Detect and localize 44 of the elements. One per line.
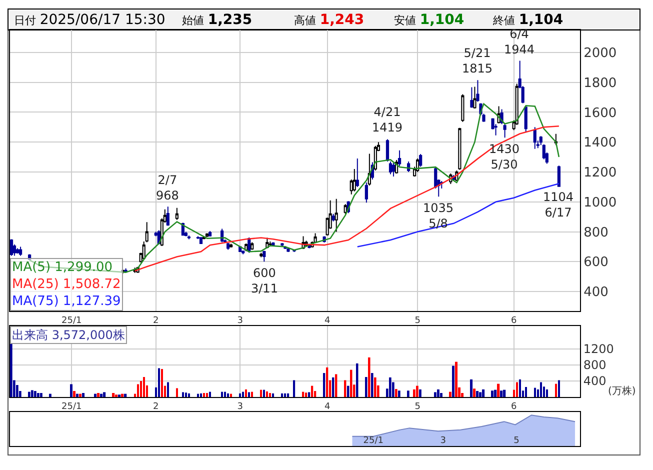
x-tick-label: 3 (237, 402, 243, 412)
text: 終値 1,104 (492, 12, 564, 28)
x-tick-label: 5 (414, 402, 420, 412)
y-tick-label: 1000 (584, 195, 617, 210)
x-tick-label: 6 (510, 402, 517, 412)
annotation: 600 3/11 (251, 266, 278, 296)
y-tick-label: 1600 (584, 106, 617, 121)
y-tick-label: 1400 (584, 136, 617, 151)
annotation: 出来高 3,572,000株 (12, 328, 125, 342)
x-tick-label: 25/1 (62, 316, 82, 326)
y-tick-label: 1200 (584, 166, 617, 181)
x-tick-label: 25/1 (363, 436, 384, 446)
y-axis-title: (万株) (608, 385, 636, 397)
series-label: MA(25) 1,508.72 (12, 276, 121, 292)
annotation: 1430 5/30 (489, 142, 520, 172)
series-label: MA(5) 1,299.00 (12, 260, 113, 275)
annotation: 1104 6/17 (543, 190, 574, 220)
text: 始値 1,235 (182, 12, 252, 28)
y-tick-label: 800 (583, 358, 606, 372)
text: 高値 1,243 (294, 12, 364, 28)
y-tick-label: 2000 (584, 46, 617, 61)
y-tick-label: 1200 (583, 342, 614, 356)
text: 安値 1,104 (394, 12, 464, 28)
x-tick-label: 5 (514, 436, 520, 446)
x-tick-label: 6 (510, 316, 517, 326)
y-tick-label: 600 (584, 255, 608, 270)
x-tick-label: 5 (414, 316, 420, 326)
annotation: 6/4 1944 (504, 27, 535, 57)
text: 日付 2025/06/17 15:30 (14, 12, 166, 28)
y-tick-label: 1800 (584, 76, 617, 91)
x-tick-label: 3 (237, 316, 243, 326)
y-tick-label: 400 (583, 374, 606, 388)
y-tick-label: 400 (584, 285, 608, 300)
x-tick-label: 4 (324, 316, 330, 326)
annotation: 2/7 968 (156, 173, 179, 203)
x-tick-label: 3 (440, 436, 446, 446)
x-tick-label: 2 (153, 316, 159, 326)
annotation: 4/21 1419 (372, 105, 403, 135)
y-tick-label: 800 (584, 225, 608, 240)
x-tick-label: 4 (324, 402, 330, 412)
text: MA(75) 1,127.39 (12, 294, 121, 309)
x-tick-label: 25/1 (62, 402, 82, 412)
x-tick-label: 2 (153, 402, 159, 412)
annotation: 5/21 1815 (462, 46, 493, 76)
